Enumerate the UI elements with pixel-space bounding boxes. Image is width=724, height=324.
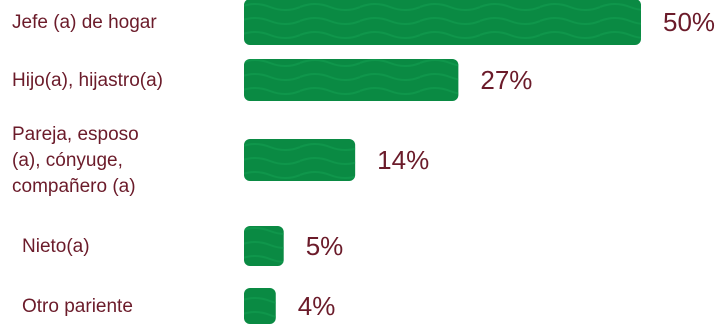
value-label: 50%	[663, 7, 715, 37]
bar-texture	[244, 0, 641, 45]
value-labels: 50% 27% 14% 5% 4%	[298, 7, 715, 321]
bar-texture	[244, 139, 356, 181]
category-label-line: Pareja, esposo	[12, 124, 139, 145]
category-label-line: Otro pariente	[22, 296, 133, 317]
category-label: Nieto(a)	[22, 236, 90, 257]
category-label-line: Nieto(a)	[22, 236, 90, 257]
category-label: Otro pariente	[22, 296, 133, 317]
category-label-line: (a), cónyuge,	[12, 150, 123, 171]
bar-texture	[244, 288, 276, 324]
bar-3	[244, 139, 356, 181]
category-label: Pareja, esposo (a), cónyuge, compañero (a)	[12, 124, 139, 197]
value-label: 5%	[306, 231, 344, 261]
bar-4	[244, 226, 284, 266]
bar-texture	[244, 59, 459, 101]
value-label: 4%	[298, 291, 336, 321]
category-labels: Jefe (a) de hogar Hijo(a), hijastro(a) Par…	[12, 12, 163, 317]
category-label-line: Jefe (a) de hogar	[12, 12, 157, 33]
category-label: Jefe (a) de hogar	[12, 12, 157, 33]
category-label: Hijo(a), hijastro(a)	[12, 70, 163, 91]
bar-2	[244, 59, 459, 101]
value-label: 27%	[480, 65, 532, 95]
value-label: 14%	[377, 145, 429, 175]
bars-layer	[244, 0, 641, 324]
bar-texture	[244, 226, 284, 266]
category-label-line: compañero (a)	[12, 176, 136, 197]
category-label-line: Hijo(a), hijastro(a)	[12, 70, 163, 91]
bar-5	[244, 288, 276, 324]
bar-1	[244, 0, 641, 45]
